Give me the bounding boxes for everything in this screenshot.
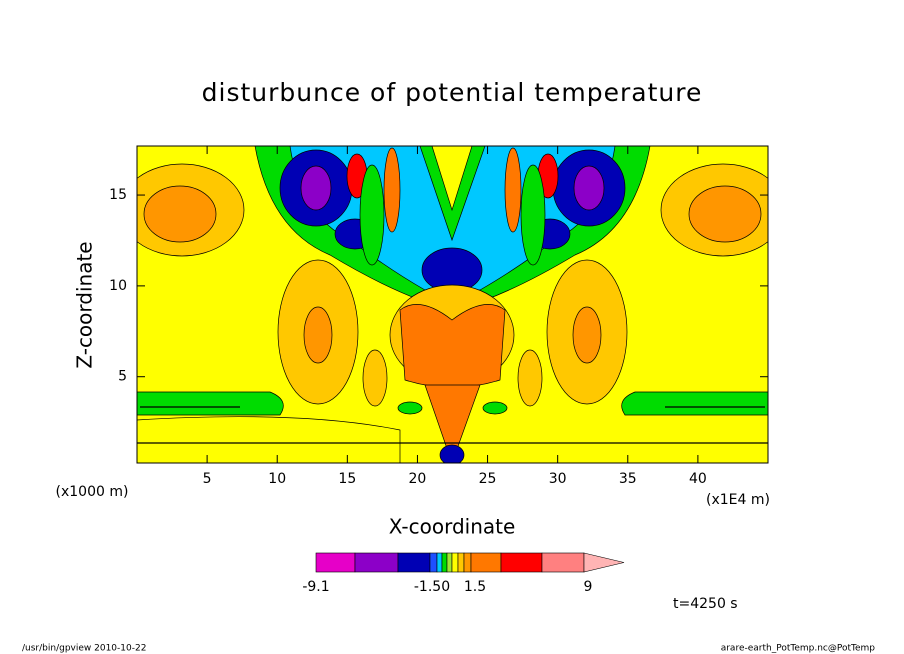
colorbar-segment — [441, 552, 448, 573]
colorbar-segment — [315, 552, 356, 573]
y-axis-label: Z-coordinate — [73, 241, 97, 368]
colorbar-tick-label: -9.1 — [302, 579, 329, 595]
colorbar-segment — [354, 552, 399, 573]
colorbar-tick-label: 1.5 — [464, 579, 486, 595]
colorbar-segment — [457, 552, 465, 573]
colorbar-tick-label: -1.50 — [414, 579, 450, 595]
x-tick-label: 15 — [338, 471, 356, 487]
colorbar-segment — [500, 552, 543, 573]
colorbar-segment — [436, 552, 443, 573]
x-tick-label: 30 — [549, 471, 567, 487]
colorbar-segment — [446, 552, 453, 573]
contour-field — [137, 146, 768, 463]
colorbar-tick-label: 9 — [584, 579, 593, 595]
colorbar-segment — [451, 552, 459, 573]
x-tick-label: 25 — [479, 471, 497, 487]
x-tick-label: 35 — [619, 471, 637, 487]
x-tick-label: 40 — [689, 471, 707, 487]
colorbar: -9.1 -1.50 1.5 9 — [302, 552, 625, 595]
colorbar-segment — [470, 552, 502, 573]
colorbar-segment — [397, 552, 431, 573]
x-tick-label: 20 — [409, 471, 427, 487]
time-annotation: t=4250 s — [673, 596, 738, 612]
chart-title: disturbunce of potential temperature — [202, 78, 703, 107]
x-tick-label: 5 — [203, 471, 212, 487]
plot-frame — [136, 145, 769, 464]
y-tick-label: 15 — [109, 187, 127, 203]
y-tick-label: 10 — [109, 278, 127, 294]
x-tick-label: 10 — [268, 471, 286, 487]
x-axis-label: X-coordinate — [389, 515, 516, 539]
x-unit-left: (x1000 m) — [56, 484, 129, 500]
colorbar-segment — [429, 552, 438, 573]
colorbar-segment — [463, 552, 472, 573]
footer-left: /usr/bin/gpview 2010-10-22 — [22, 644, 146, 654]
colorbar-segment — [541, 552, 585, 573]
colorbar-extension — [583, 552, 625, 573]
x-unit-right: (x1E4 m) — [706, 492, 770, 508]
y-tick-label: 5 — [118, 369, 127, 385]
footer-right: arare-earth_PotTemp.nc@PotTemp — [721, 644, 876, 654]
